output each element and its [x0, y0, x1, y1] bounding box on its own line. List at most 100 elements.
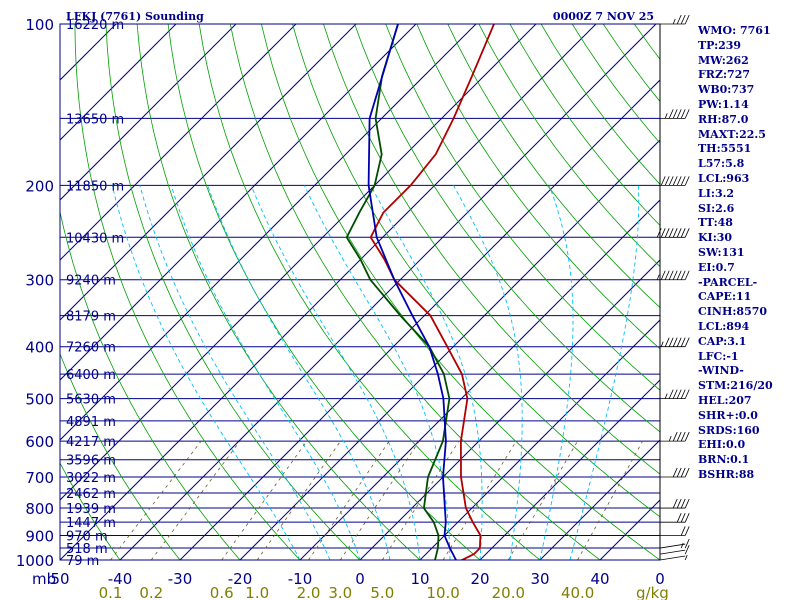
stat-item: SRDS:160 — [698, 423, 760, 437]
height-label: 7260 m — [66, 341, 116, 356]
stat-item: FRZ:727 — [698, 68, 751, 82]
wind-barb-feather — [676, 270, 682, 280]
stat-item: WMO: 7761 — [698, 24, 771, 37]
wind-barb — [660, 526, 690, 536]
stat-item: TH:5551 — [698, 142, 752, 156]
wind-barb-feather — [672, 270, 678, 280]
wind-barb — [659, 544, 690, 555]
stat-item: SHR+:0.0 — [698, 408, 758, 422]
wind-barb-feather — [684, 337, 690, 347]
stat-item: LCL:963 — [698, 171, 750, 185]
wind-barb — [660, 337, 690, 348]
wind-barb-half-feather — [680, 542, 684, 549]
wind-barb-feather — [680, 109, 686, 119]
moist-adiabat — [453, 185, 523, 560]
temperature-tick-label: 0 — [655, 570, 665, 588]
mixing-ratio-tick-label: 0.2 — [139, 584, 163, 600]
isotherm-line — [359, 259, 660, 560]
wind-barb-feather — [676, 431, 682, 442]
stat-item: RH:87.0 — [698, 112, 749, 126]
chart-title: LFKJ (7761) Sounding — [66, 10, 204, 23]
wind-barb — [660, 14, 690, 25]
wind-barb-half-feather — [664, 393, 668, 399]
stat-item: BSHR:88 — [698, 467, 755, 481]
wind-barb-feather — [664, 176, 670, 186]
pressure-tick-label: 400 — [25, 339, 54, 357]
stat-item: LCL:894 — [698, 319, 750, 333]
moist-adiabat — [539, 185, 574, 560]
dry-adiabat — [292, 24, 660, 518]
dry-adiabat — [74, 24, 301, 560]
height-label: 11850 m — [66, 179, 124, 194]
moist-adiabat — [170, 185, 361, 560]
wind-barb-feather — [680, 467, 686, 478]
isotherm-line — [479, 379, 660, 560]
wind-barb-shaft — [659, 543, 686, 549]
profile-lines — [345, 24, 495, 560]
wind-barb-feather — [676, 228, 682, 238]
height-label: 10430 m — [66, 231, 124, 246]
height-label: 9240 m — [66, 274, 116, 289]
height-label: 79 m — [66, 554, 99, 569]
temperature-tick-label: 50 — [50, 570, 69, 588]
dry-adiabat — [416, 24, 660, 350]
isotherm-line — [179, 79, 660, 560]
dry-adiabat — [261, 24, 660, 560]
isotherm-line — [539, 439, 660, 560]
dry-adiabat — [478, 24, 660, 268]
wind-barb-feather — [660, 228, 666, 238]
wind-barb-shaft — [659, 555, 686, 561]
isotherm-line — [60, 24, 237, 201]
wind-barb-feather — [684, 526, 690, 536]
mixing-ratio-line — [221, 440, 308, 560]
wind-barb-half-feather — [664, 113, 668, 119]
wind-barb-feather — [664, 337, 670, 347]
wind-barb-feather — [676, 109, 682, 119]
isotherm-line — [60, 24, 357, 321]
height-label: 4217 m — [66, 435, 116, 450]
wind-barb-feather — [684, 389, 690, 399]
wind-barb-feather — [680, 431, 686, 442]
wind-barb-feather — [668, 389, 674, 399]
wind-barb-feather — [684, 467, 690, 478]
wind-barb-half-feather — [684, 554, 688, 561]
wind-barb-feather — [676, 513, 682, 523]
stat-item: -WIND- — [698, 364, 744, 378]
dry-adiabat — [105, 24, 361, 560]
wind-barbs — [656, 14, 690, 561]
stat-item: PW:1.14 — [698, 97, 749, 111]
pressure-tick-label: 700 — [25, 469, 54, 487]
chart-datetime: 0000Z 7 NOV 25 — [553, 10, 654, 23]
mixing-ratio-tick-label: 5.0 — [370, 584, 394, 600]
wind-barb-feather — [668, 337, 674, 347]
temperature-tick-label: -30 — [168, 570, 193, 588]
stat-item: TT:48 — [698, 216, 733, 230]
mixing-ratio-tick-label: 3.0 — [328, 584, 352, 600]
wind-barb-feather — [680, 14, 686, 25]
wind-barb-feather — [672, 431, 678, 442]
height-label: 16220 m — [66, 18, 124, 33]
wind-barb-feather — [660, 270, 666, 280]
temperature-tick-label: 20 — [470, 570, 489, 588]
stat-item: L57:5.8 — [698, 157, 745, 171]
background-grid — [60, 24, 660, 560]
wind-barb-feather — [680, 389, 686, 399]
wind-barb-feather — [664, 228, 670, 238]
wind-barb-feather — [684, 109, 690, 119]
wind-barb-feather — [684, 270, 690, 280]
wind-barb — [659, 538, 690, 549]
height-label: 1447 m — [66, 516, 116, 531]
mixing-ratio-tick-label: 0.6 — [210, 584, 234, 600]
pressure-tick-label: 100 — [25, 16, 54, 34]
mixing-ratio-line — [577, 440, 643, 560]
mixing-ratio-line — [381, 440, 460, 560]
isotherm-line — [60, 24, 297, 261]
height-label: 8179 m — [66, 310, 116, 325]
stat-item: EHI:0.0 — [698, 438, 746, 452]
wind-barb-feather — [680, 176, 686, 186]
mixing-ratio-tick-label: 20.0 — [492, 584, 525, 600]
wind-barb-feather — [672, 176, 678, 186]
